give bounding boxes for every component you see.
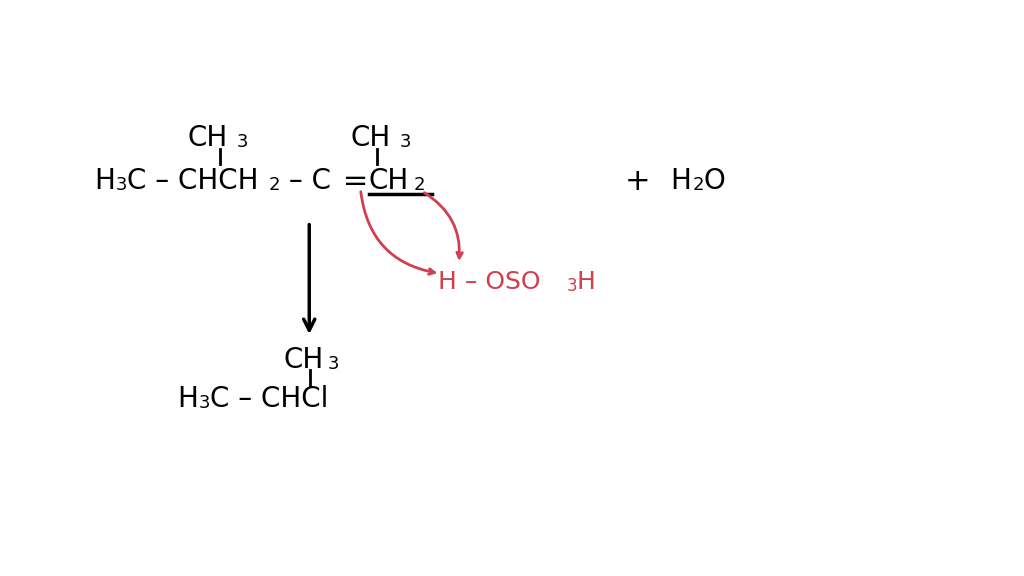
Text: H – OSO: H – OSO xyxy=(438,270,541,294)
Text: 2: 2 xyxy=(268,176,280,195)
Text: C – CHCH: C – CHCH xyxy=(127,168,258,195)
Text: +: + xyxy=(625,167,650,196)
Text: 3: 3 xyxy=(199,393,210,412)
Text: 3: 3 xyxy=(566,277,577,295)
Text: O: O xyxy=(703,168,725,195)
Text: 2: 2 xyxy=(692,176,703,195)
Text: 2: 2 xyxy=(414,176,425,195)
Text: H: H xyxy=(577,270,595,294)
Text: CH: CH xyxy=(369,168,409,195)
Text: 3: 3 xyxy=(116,176,127,195)
Text: H: H xyxy=(671,168,691,195)
Text: 3: 3 xyxy=(328,355,339,373)
Text: 3: 3 xyxy=(399,133,411,151)
Text: CH: CH xyxy=(187,124,227,152)
Text: H: H xyxy=(177,385,198,412)
Text: – C: – C xyxy=(280,168,331,195)
Text: C – CHCl: C – CHCl xyxy=(210,385,329,412)
Text: =: = xyxy=(333,167,378,196)
Text: CH: CH xyxy=(350,124,390,152)
Text: 3: 3 xyxy=(237,133,248,151)
Text: CH: CH xyxy=(284,346,324,374)
Text: H: H xyxy=(94,168,115,195)
